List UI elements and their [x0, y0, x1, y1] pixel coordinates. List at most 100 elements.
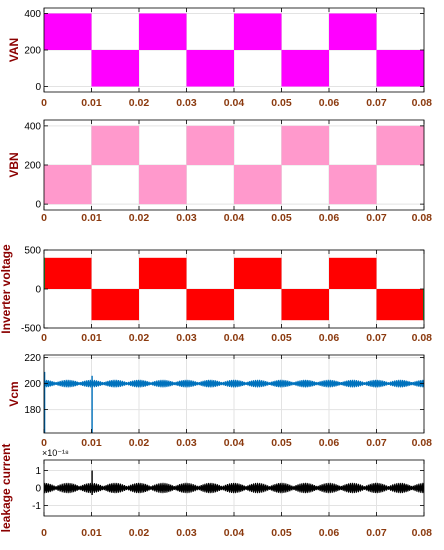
y-axis-label: Vcm — [7, 381, 21, 406]
x-tick-label: 0.04 — [224, 212, 245, 224]
x-tick-label: 0.05 — [271, 97, 292, 109]
x-tick-label: 0.07 — [366, 527, 387, 539]
y-tick-label: 200 — [24, 161, 41, 172]
x-tick-label: 0.01 — [81, 437, 102, 449]
x-tick-label: 0.06 — [319, 212, 340, 224]
band-7 — [376, 50, 424, 87]
x-tick-label: 0.01 — [81, 212, 102, 224]
x-tick-label: 0.08 — [412, 527, 433, 539]
x-tick-label: 0.04 — [224, 97, 245, 109]
x-tick-label: 0.04 — [224, 527, 245, 539]
data-layer — [44, 13, 424, 87]
trace-line — [44, 379, 424, 388]
x-tick-label: 0.01 — [81, 332, 102, 344]
y-tick-label: 220 — [24, 353, 41, 364]
x-tick-label: 0.05 — [271, 332, 292, 344]
panel-vbn: 0 200 400 0 0.01 0.02 0.03 0.04 0.05 0.06 0.07 0.08… — [7, 119, 433, 224]
x-tick-label: 0.06 — [319, 437, 340, 449]
panel-vcm: 180 200 220 0 0.01 0.02 0.03 0.04 0.05 0.06 0.07 0.… — [7, 353, 432, 449]
y-axis-label: leakage current — [0, 444, 13, 533]
y-tick-label: -1 — [32, 501, 41, 512]
y-tick-label: 180 — [24, 405, 41, 416]
data-layer — [44, 257, 424, 321]
x-tick-label: 0.02 — [129, 437, 150, 449]
band-0 — [44, 257, 92, 289]
band-5 — [281, 289, 329, 321]
band-2 — [139, 165, 187, 205]
band-1 — [91, 125, 139, 165]
x-tick-label: 0.05 — [271, 212, 292, 224]
y-tick-label: 500 — [24, 246, 41, 257]
band-7 — [376, 289, 424, 321]
x-tick-label: 0 — [41, 527, 47, 539]
panel-van: 0 200 400 0 0.01 0.02 0.03 0.04 0.05 0.06 0.07 0.08… — [7, 7, 433, 109]
band-3 — [186, 50, 234, 87]
band-2 — [139, 13, 187, 51]
band-1 — [91, 50, 139, 87]
x-tick-label: 0.04 — [224, 437, 245, 449]
y-tick-label: 0 — [35, 484, 41, 495]
y-tick-label: 0 — [35, 82, 41, 93]
band-5 — [281, 125, 329, 165]
y-tick-label: 0 — [35, 200, 41, 211]
x-tick-label: 0.03 — [176, 437, 197, 449]
y-axis-label: VAN — [7, 38, 21, 62]
band-0 — [44, 165, 92, 205]
x-tick-label: 0.07 — [366, 332, 387, 344]
x-tick-label: 0.03 — [176, 212, 197, 224]
x-tick-label: 0 — [41, 212, 47, 224]
y-tick-label: 400 — [24, 121, 41, 132]
x-tick-label: 0.08 — [412, 97, 433, 109]
y-tick-label: 200 — [24, 379, 41, 390]
band-3 — [186, 289, 234, 321]
band-7 — [376, 125, 424, 165]
band-1 — [91, 289, 139, 321]
band-6 — [329, 165, 377, 205]
x-tick-label: 0.08 — [412, 437, 433, 449]
x-tick-label: 0.03 — [176, 332, 197, 344]
band-6 — [329, 13, 377, 51]
y-tick-label: 400 — [24, 9, 41, 20]
x-tick-label: 0.02 — [129, 332, 150, 344]
band-2 — [139, 257, 187, 289]
y-tick-label: 0 — [35, 285, 41, 296]
x-tick-label: 0.02 — [129, 527, 150, 539]
x-tick-label: 0 — [41, 332, 47, 344]
x-tick-label: 0.07 — [366, 437, 387, 449]
x-tick-label: 0 — [41, 437, 47, 449]
y-tick-label: 200 — [24, 46, 41, 57]
x-tick-label: 0.07 — [366, 97, 387, 109]
trace-line — [44, 482, 424, 494]
x-tick-label: 0.03 — [176, 527, 197, 539]
y-tick-label: -500 — [21, 324, 41, 335]
x-tick-label: 0.01 — [81, 97, 102, 109]
x-tick-label: 0.06 — [319, 527, 340, 539]
x-tick-label: 0.06 — [319, 332, 340, 344]
data-layer — [44, 125, 424, 205]
x-tick-label: 0.06 — [319, 97, 340, 109]
x-tick-label: 0.05 — [271, 437, 292, 449]
data-layer — [44, 371, 424, 433]
x-tick-label: 0.08 — [412, 332, 433, 344]
band-6 — [329, 257, 377, 289]
data-layer — [44, 470, 424, 495]
y-tick-label: 1 — [35, 466, 41, 477]
band-4 — [234, 257, 282, 289]
x-tick-label: 0.08 — [412, 212, 433, 224]
x-tick-label: 0.07 — [366, 212, 387, 224]
y-axis-label: Inverter voltage — [0, 244, 13, 334]
band-4 — [234, 165, 282, 205]
x-tick-label: 0.01 — [81, 527, 102, 539]
band-4 — [234, 13, 282, 51]
y-axis-label: VBN — [7, 152, 21, 177]
x-tick-label: 0.02 — [129, 97, 150, 109]
band-5 — [281, 50, 329, 87]
x-tick-label: 0 — [41, 97, 47, 109]
x-tick-label: 0.03 — [176, 97, 197, 109]
panel-leakage-current: -1 0 1 0 0.01 0.02 0.03 0.04 0.05 0.06 0.07 0.08 lea… — [0, 444, 432, 539]
band-0 — [44, 13, 92, 51]
x-tick-label: 0.04 — [224, 332, 245, 344]
axis-exponent: ×10⁻¹⁸ — [42, 448, 69, 458]
